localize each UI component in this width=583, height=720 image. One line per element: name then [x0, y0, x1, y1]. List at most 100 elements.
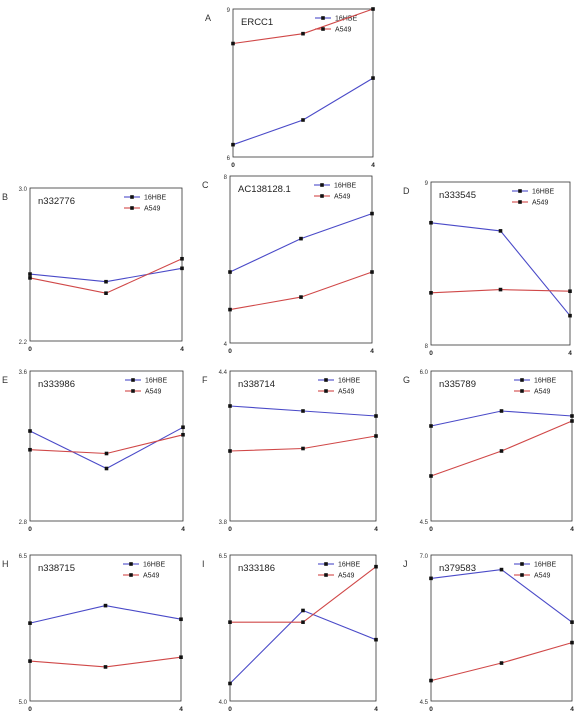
data-point	[374, 414, 378, 418]
data-point	[568, 313, 572, 318]
chart-title: n338714	[238, 379, 275, 390]
data-point	[570, 640, 574, 645]
x-tick-label: 0	[28, 526, 32, 533]
plot-frame	[29, 187, 183, 342]
data-point	[371, 76, 375, 80]
data-point	[498, 287, 503, 292]
legend-label: 16HBE	[144, 195, 167, 202]
legend-marker	[320, 183, 324, 187]
y-tick-label: 3.6	[19, 370, 28, 376]
data-point	[179, 655, 183, 659]
series-line-16hbe	[430, 410, 573, 427]
data-point	[228, 270, 232, 274]
series-line-16hbe	[232, 77, 374, 146]
data-point	[301, 608, 305, 613]
legend-marker	[520, 573, 524, 577]
y-tick-label: 8	[224, 175, 228, 181]
legend-label: A549	[145, 389, 161, 396]
y-tick-label: 4.5	[420, 520, 429, 526]
series-line-a549	[29, 434, 184, 455]
data-point	[28, 621, 32, 625]
legend-label: 16HBE	[338, 562, 361, 569]
data-point	[301, 31, 305, 36]
data-point	[498, 229, 503, 233]
data-point	[499, 567, 504, 572]
x-tick-label: 4	[181, 526, 185, 533]
plot-frame	[29, 554, 182, 702]
legend-label: A549	[338, 573, 354, 580]
plot-frame	[229, 370, 377, 522]
y-tick-label: 6.5	[19, 554, 28, 560]
y-tick-label: 6.0	[420, 370, 429, 376]
legend-marker	[130, 195, 134, 199]
y-tick-label: 9	[425, 181, 429, 187]
data-point	[28, 276, 32, 280]
legend-marker	[131, 389, 135, 393]
plot-frame	[29, 370, 184, 522]
legend-marker	[130, 206, 134, 210]
legend-marker	[520, 389, 524, 393]
panel-letter: D	[403, 186, 410, 196]
x-tick-label: 0	[228, 526, 232, 533]
legend-marker	[131, 378, 135, 382]
data-point	[231, 41, 235, 46]
panel-letter: C	[202, 180, 209, 190]
data-point	[179, 617, 183, 622]
data-point	[429, 220, 433, 225]
data-point	[370, 270, 374, 274]
data-point	[299, 295, 303, 299]
data-point	[28, 659, 32, 663]
legend-label: 16HBE	[534, 562, 557, 569]
y-tick-label: 3.0	[19, 187, 28, 193]
x-tick-label: 0	[429, 350, 433, 357]
data-point	[228, 449, 232, 453]
y-tick-label: 6	[227, 156, 231, 162]
data-point	[181, 425, 185, 430]
data-point	[103, 603, 108, 608]
data-point	[570, 414, 574, 418]
y-tick-label: 6.5	[219, 554, 228, 560]
panel-letter: E	[2, 375, 8, 385]
panel-letter: B	[2, 192, 8, 202]
data-point	[301, 446, 305, 451]
y-tick-label: 4.5	[420, 700, 429, 706]
plot-frame	[430, 370, 573, 522]
data-point	[499, 661, 504, 665]
chart-title: n333545	[439, 190, 476, 201]
panel-letter: I	[202, 559, 205, 569]
legend-label: 16HBE	[532, 189, 555, 196]
data-point	[181, 432, 185, 437]
legend-label: A549	[532, 200, 548, 207]
series-line-16hbe	[229, 213, 373, 273]
data-point	[104, 451, 109, 456]
y-tick-label: 4.4	[219, 370, 228, 376]
legend-marker	[520, 378, 524, 382]
x-tick-label: 4	[570, 526, 574, 533]
x-tick-label: 0	[429, 706, 433, 713]
series-line-16hbe	[430, 569, 573, 623]
x-tick-label: 4	[180, 346, 184, 353]
plot-frame	[232, 8, 374, 158]
legend-label: 16HBE	[534, 378, 557, 385]
panel-letter: F	[202, 375, 208, 385]
legend-label: A549	[144, 206, 160, 213]
data-point	[28, 272, 32, 276]
legend-marker	[324, 389, 328, 393]
legend-marker	[518, 189, 522, 193]
x-tick-label: 0	[231, 162, 235, 169]
data-point	[301, 620, 305, 624]
chart-title: n332776	[38, 196, 75, 207]
legend-label: 16HBE	[338, 378, 361, 385]
legend-marker	[320, 194, 324, 198]
x-tick-label: 4	[568, 350, 572, 357]
series-line-a549	[229, 271, 373, 311]
data-point	[429, 678, 433, 683]
data-point	[104, 291, 108, 295]
y-tick-label: 3.8	[219, 520, 228, 526]
chart-title: n338715	[38, 563, 75, 574]
